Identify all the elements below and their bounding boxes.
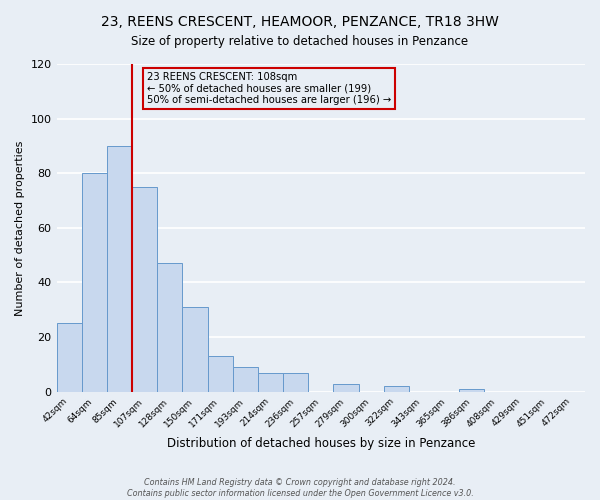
Bar [258, 372, 283, 392]
Bar [82, 173, 107, 392]
Bar [459, 389, 484, 392]
Text: 23 REENS CRESCENT: 108sqm
← 50% of detached houses are smaller (199)
50% of semi: 23 REENS CRESCENT: 108sqm ← 50% of detac… [147, 72, 391, 106]
Y-axis label: Number of detached properties: Number of detached properties [15, 140, 25, 316]
Bar [334, 384, 359, 392]
Text: Size of property relative to detached houses in Penzance: Size of property relative to detached ho… [131, 35, 469, 48]
Text: Contains HM Land Registry data © Crown copyright and database right 2024.
Contai: Contains HM Land Registry data © Crown c… [127, 478, 473, 498]
Bar [157, 264, 182, 392]
Bar [283, 372, 308, 392]
Bar [233, 367, 258, 392]
Bar [383, 386, 409, 392]
Bar [56, 324, 82, 392]
Bar [208, 356, 233, 392]
Bar [132, 187, 157, 392]
Bar [107, 146, 132, 392]
Bar [182, 307, 208, 392]
X-axis label: Distribution of detached houses by size in Penzance: Distribution of detached houses by size … [167, 437, 475, 450]
Text: 23, REENS CRESCENT, HEAMOOR, PENZANCE, TR18 3HW: 23, REENS CRESCENT, HEAMOOR, PENZANCE, T… [101, 15, 499, 29]
